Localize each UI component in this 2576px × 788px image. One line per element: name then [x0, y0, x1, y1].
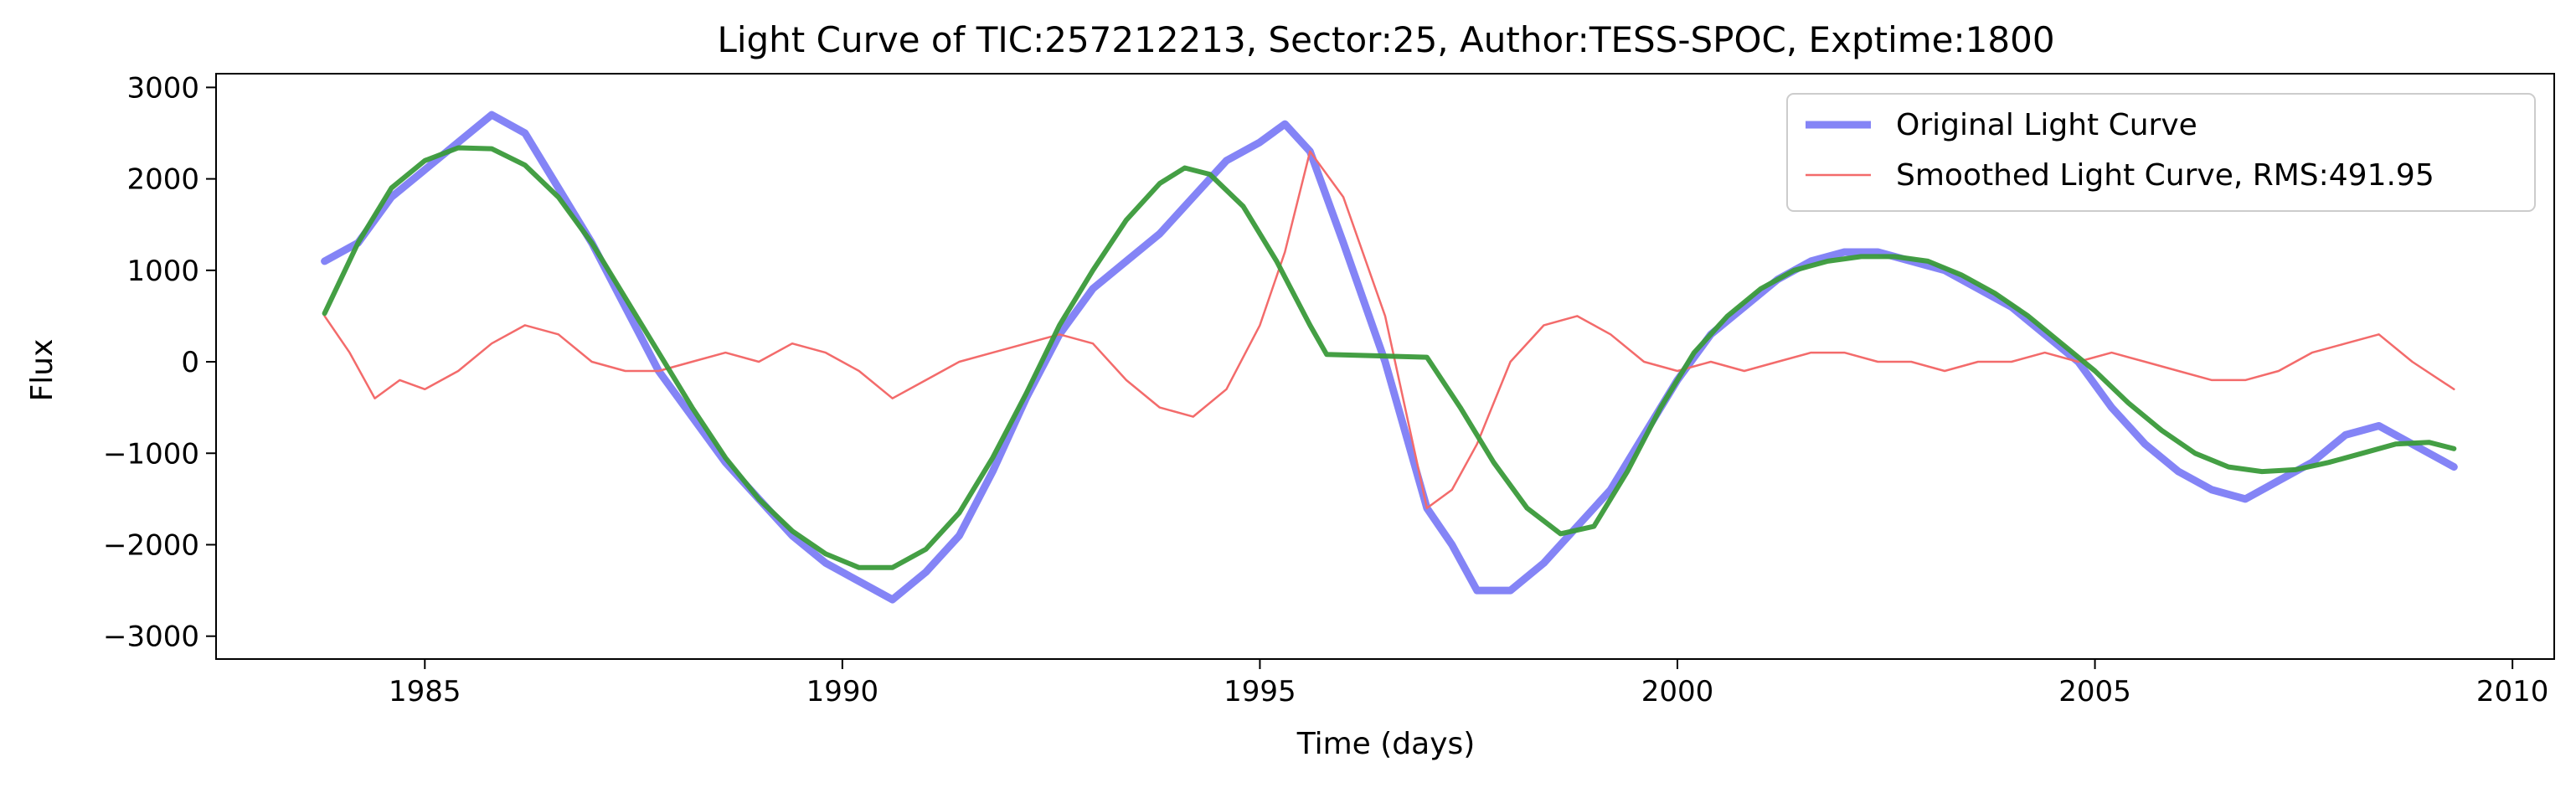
legend: Original Light Curve Smoothed Light Curve… — [1786, 93, 2536, 212]
x-tick-label: 1995 — [1224, 675, 1296, 708]
y-tick-label: 3000 — [126, 71, 199, 105]
legend-label: Original Light Curve — [1896, 108, 2197, 142]
plot-area: 1985 1990 1995 2000 2005 2010 −3000 −2000 −1000 0… — [103, 71, 2555, 708]
original-light-curve-line — [321, 111, 2458, 604]
y-tick-label: −3000 — [103, 621, 199, 654]
x-tick-label: 2005 — [2058, 675, 2131, 708]
x-axis-label: Time (days) — [1296, 727, 1476, 761]
fit-curve-line — [322, 145, 2457, 570]
x-tick-label: 2010 — [2476, 675, 2549, 708]
y-tick-label: −1000 — [103, 437, 199, 471]
y-tick-label: 1000 — [126, 255, 199, 288]
y-tick-label: −2000 — [103, 528, 199, 562]
x-tick-label: 1985 — [389, 675, 461, 708]
y-tick-label: 0 — [181, 346, 199, 379]
x-tick-label: 2000 — [1641, 675, 1714, 708]
y-axis-label: Flux — [25, 339, 59, 402]
plot-frame — [215, 73, 2555, 660]
x-tick-label: 1990 — [806, 675, 879, 708]
legend-box — [1786, 93, 2536, 212]
chart-title: Light Curve of TIC:257212213, Sector:25,… — [717, 19, 2054, 60]
legend-label: Smoothed Light Curve, RMS:491.95 — [1896, 158, 2434, 193]
y-tick-label: 2000 — [126, 163, 199, 197]
